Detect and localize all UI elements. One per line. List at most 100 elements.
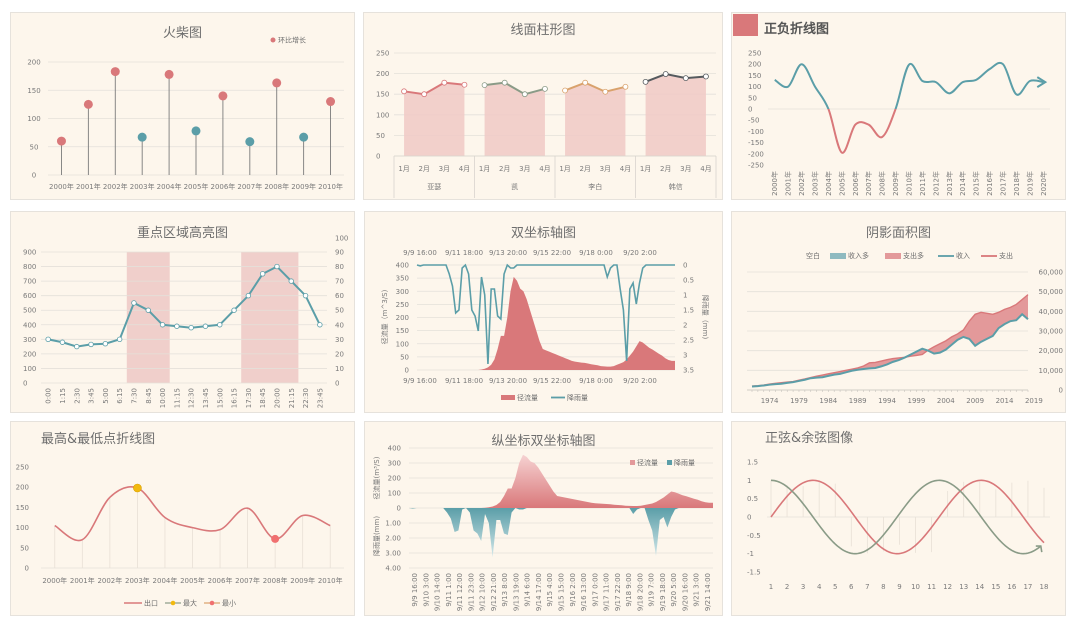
x-tick-label: 2010年 [905,171,914,196]
x-tick-label: 9/17 11:00 [603,573,611,611]
bottom-tick-label: 9/20 2:00 [623,377,657,385]
x-tick-label: 2018年 [1012,171,1021,196]
x-tick-label: 9/15 4:00 [546,573,554,607]
series-line [564,81,626,93]
y-tick-label: 50,000 [1039,288,1064,296]
positive-line [774,61,1044,109]
y-tick-label: 0 [23,380,27,388]
legend-label: 环比增长 [278,36,306,45]
data-point [245,292,252,299]
data-point [622,83,629,90]
sine-line [770,479,1045,555]
y-tick-label: 250 [376,50,389,58]
x-tick-label: 1999 [908,397,926,405]
x-tick-label: 2000年 [42,576,67,585]
y-tick-label: 150 [396,327,409,335]
cosine-line [770,479,1042,555]
x-tick-label: 4月 [620,165,631,173]
data-point [703,73,709,80]
x-tick-label: 2006年 [208,576,233,585]
data-point [582,79,589,86]
chart-title: 正弦&余弦图像 [765,431,854,446]
x-tick-label: 13 [959,583,968,591]
legend-marker [209,600,215,606]
y2-tick-label: 1 [683,292,687,300]
y-tick-label: 0 [748,106,752,114]
panel-dual-axis-chart: 双坐标轴图 0 50 100 150 200 250 300 350 400 0 0.5 1 1.5 2 2… [364,211,723,413]
x-tick-label: 2013年 [945,171,954,196]
x-tick-label: 3月 [680,165,691,173]
x-tick-label: 4月 [539,165,550,173]
data-point [299,132,309,142]
y-tick-label: 60,000 [1039,269,1064,277]
x-tick-label: 2001年 [784,171,793,196]
y-tick-label: 1.00 [385,520,401,528]
data-point [88,341,94,348]
legend-marker [270,37,276,43]
x-tick-label: 2005年 [180,576,205,585]
data-point [521,91,528,98]
x-tick-label: 2003年 [811,171,820,196]
x-tick-label: 2008年 [878,171,887,196]
x-tick-label: 2月 [579,165,590,173]
y-tick-label: -1.5 [747,569,761,577]
y-axis-label: 径流量（m^3/S) [380,289,389,344]
legend-label: 出口 [144,599,158,608]
x-tick-label: 9 [897,583,901,591]
data-point [682,75,689,82]
y2-tick-label: 10 [335,365,344,373]
y-tick-label: -250 [748,162,764,170]
x-tick-label: 2016年 [985,171,994,196]
x-tick-label: 2017年 [999,171,1008,196]
top-tick-label: 9/9 16:00 [403,249,437,257]
x-tick-label: 9/17 0:00 [591,573,599,607]
expense-line [751,294,1029,387]
x-tick-label: 9/12 10:00 [479,573,487,611]
income-line [751,312,1029,388]
x-tick-label: 1 [769,583,773,591]
y2-tick-label: 80 [335,263,344,271]
max-point [133,483,142,493]
x-tick-label: 2019 [1025,397,1043,405]
y2-tick-label: 60 [335,292,344,300]
x-tick-label: 2019年 [1025,171,1034,196]
dual-axis-chart: 0 50 100 150 200 250 300 350 400 0 0.5 1 1.5 2 2.5 3 3.5… [380,249,710,402]
data-point [642,78,649,85]
x-tick-label: 2007年 [235,576,260,585]
export-line [54,486,331,542]
data-point [288,278,294,284]
x-tick-label: 9/11 1:00 [445,573,453,607]
y2-tick-label: 1.5 [683,307,694,315]
x-tick-label: 7 [865,583,869,591]
y-tick-label: 600 [23,292,36,300]
x-tick-label: 12:30 [188,388,196,408]
x-tick-label: 4 [817,583,822,591]
data-point [401,88,407,95]
panel-matchstick-chart: 火柴图 0 50 100 150 200 环比增长 2000年 2001年 2002年 2003年… [10,12,355,200]
data-point [317,322,323,328]
data-point [562,87,568,94]
x-tick-label: 9/16 2:00 [569,573,577,607]
y-tick-label: 150 [16,504,29,512]
x-tick-label: 1月 [479,165,490,173]
x-tick-label: 2011年 [918,171,927,196]
x-tick-label: 2009 [966,397,984,405]
data-point [481,82,488,89]
chart-title: 最高&最低点折线图 [41,432,156,447]
y2-tick-label: 20 [335,350,344,358]
y-tick-label: 100 [388,490,401,498]
y-tick-label: 250 [16,464,29,472]
top-tick-label: 9/13 20:00 [489,249,527,257]
x-tick-label: 9/18 9:00 [625,573,633,607]
x-tick-label: 16 [1007,583,1016,591]
x-tick-label: 9/9 16:00 [411,573,419,607]
y-tick-label: 100 [23,365,36,373]
x-tick-label: 2009年 [291,182,316,191]
x-tick-label: 2012年 [931,171,940,196]
x-tick-label: 2010年 [318,576,343,585]
x-tick-label: 9/21 14:00 [704,573,712,611]
data-point [259,271,266,277]
y-tick-label: 3.00 [385,550,401,558]
y-tick-label: 200 [376,70,389,78]
